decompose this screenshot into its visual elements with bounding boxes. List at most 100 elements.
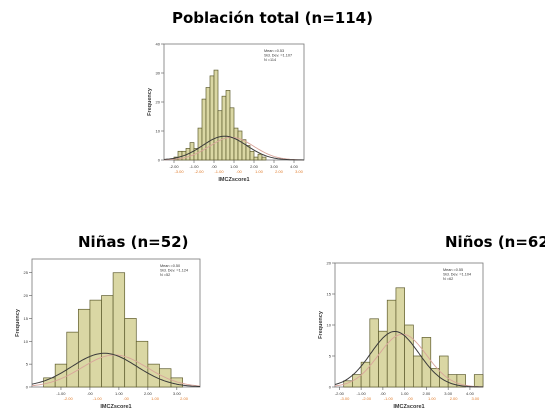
x-axis-title: IMCZscore1 xyxy=(393,404,424,410)
histogram-bar xyxy=(229,107,235,161)
y-axis-title: Frequency xyxy=(147,87,153,116)
x-tick-label: -2.00 xyxy=(335,391,345,396)
stats-legend-line: N =114 xyxy=(264,58,276,62)
y-tick-label: 10 xyxy=(327,323,332,328)
histogram-bar xyxy=(170,377,183,388)
stats-legend-line: Mean =0.55 xyxy=(443,268,463,272)
x-tick-label-secondary: 2.00 xyxy=(180,396,189,401)
histogram-bar xyxy=(89,299,102,388)
y-axis-title: Frequency xyxy=(15,308,21,337)
title-boys: Niños (n=62) xyxy=(445,233,545,251)
x-tick-label: 1.00 xyxy=(401,391,410,396)
x-tick-label-secondary: 1.00 xyxy=(428,396,437,401)
histogram-bar xyxy=(253,156,259,161)
y-tick-label: 30 xyxy=(156,71,161,76)
x-axis-title: IMCZscore1 xyxy=(218,177,249,183)
histogram-bar xyxy=(124,318,137,388)
histogram-bar xyxy=(386,299,397,388)
x-tick-label: 2.00 xyxy=(423,391,432,396)
histogram-bar xyxy=(360,361,371,388)
histogram-bar xyxy=(66,331,79,388)
y-tick-label: 25 xyxy=(24,270,29,275)
x-tick-label-secondary: -2.00 xyxy=(362,396,372,401)
secondary-curve xyxy=(334,333,483,388)
x-tick-label: -1.00 xyxy=(357,391,367,396)
x-tick-label-secondary: 3.00 xyxy=(295,169,304,174)
histogram-bar xyxy=(112,272,126,388)
y-tick-label: 20 xyxy=(327,261,332,266)
histogram-bar xyxy=(77,308,91,388)
normal-curve xyxy=(31,352,200,387)
stats-legend-line: Std. Dev. =1.104 xyxy=(443,273,471,277)
histogram-bar xyxy=(233,127,239,161)
histogram-bar xyxy=(395,287,405,388)
y-tick-label: 5 xyxy=(26,362,29,367)
y-tick-label: 0 xyxy=(158,158,161,163)
x-tick-label: -1.00 xyxy=(56,391,66,396)
histogram-bar xyxy=(456,374,466,388)
x-tick-label-secondary: -1.00 xyxy=(384,396,394,401)
x-tick-label-secondary: -2.00 xyxy=(64,396,74,401)
histogram-bar xyxy=(147,363,160,388)
x-tick-label: -2.00 xyxy=(169,164,179,169)
histogram-bar xyxy=(221,95,227,161)
x-tick-label-secondary: -1.00 xyxy=(214,169,224,174)
histogram-bar xyxy=(225,90,231,161)
histogram-bar xyxy=(430,368,440,388)
x-tick-label-secondary: 3.00 xyxy=(471,396,480,401)
normal-curve xyxy=(163,135,305,161)
x-tick-label: 2.00 xyxy=(144,391,153,396)
histogram-bar xyxy=(413,355,423,388)
x-tick-label-secondary: -1.00 xyxy=(93,396,103,401)
x-tick-label: .00 xyxy=(211,164,217,169)
stats-legend-line: Mean =0.50 xyxy=(160,264,180,268)
x-tick-label-secondary: 1.00 xyxy=(255,169,264,174)
normal-curve xyxy=(334,331,483,388)
stats-legend-line: Std. Dev. =1.124 xyxy=(160,269,188,273)
y-tick-label: 20 xyxy=(24,293,29,298)
x-tick-label: .00 xyxy=(380,391,386,396)
y-tick-label: 20 xyxy=(156,100,161,105)
x-tick-label-secondary: .00 xyxy=(236,169,242,174)
secondary-curve xyxy=(163,136,304,161)
x-tick-label: .00 xyxy=(87,391,93,396)
x-tick-label-secondary: 2.00 xyxy=(275,169,284,174)
x-tick-label-secondary: 1.00 xyxy=(151,396,160,401)
histogram-bar xyxy=(473,374,484,388)
title-total-population: Población total (n=114) xyxy=(172,9,373,27)
x-tick-label-secondary: .00 xyxy=(407,396,413,401)
histogram-bar xyxy=(213,69,219,161)
histogram-bar xyxy=(404,324,414,388)
y-tick-label: 40 xyxy=(156,42,161,47)
x-tick-label: 1.00 xyxy=(115,391,124,396)
y-tick-label: 10 xyxy=(156,129,161,134)
histogram-bar xyxy=(209,75,215,161)
stats-legend-line: Std. Dev. =1.107 xyxy=(264,54,292,58)
histogram-bar xyxy=(197,127,203,161)
x-tick-label-secondary: -3.00 xyxy=(174,169,184,174)
histogram-bar xyxy=(257,153,263,161)
x-tick-label: 3.00 xyxy=(173,391,182,396)
histogram-girls: 0510152025-1.00-2.00.00-1.001.00.002.001… xyxy=(15,258,201,410)
y-tick-label: 0 xyxy=(329,385,332,390)
x-tick-label: 4.00 xyxy=(466,391,475,396)
x-tick-label: 2.00 xyxy=(250,164,259,169)
histogram-bar xyxy=(439,355,449,388)
x-tick-label: 3.00 xyxy=(444,391,453,396)
x-tick-label-secondary: .00 xyxy=(123,396,129,401)
x-tick-label: 4.00 xyxy=(290,164,299,169)
x-tick-label: 3.00 xyxy=(270,164,279,169)
histogram-bar xyxy=(249,150,255,161)
x-tick-label-secondary: 2.00 xyxy=(450,396,459,401)
x-axis-title: IMCZscore1 xyxy=(100,404,131,410)
histogram-bar xyxy=(205,87,211,161)
histogram-boys: 05101520-2.00-3.00-1.00-2.00.00-1.001.00… xyxy=(318,261,484,410)
x-tick-label: 1.00 xyxy=(230,164,239,169)
stats-legend-line: N =62 xyxy=(443,277,453,281)
histogram-bar xyxy=(101,295,114,388)
stats-legend-line: Mean =0.53 xyxy=(264,49,284,53)
y-tick-label: 15 xyxy=(327,292,332,297)
y-tick-label: 10 xyxy=(24,339,29,344)
stats-legend-line: N =52 xyxy=(160,273,170,277)
x-tick-label: -1.00 xyxy=(189,164,199,169)
